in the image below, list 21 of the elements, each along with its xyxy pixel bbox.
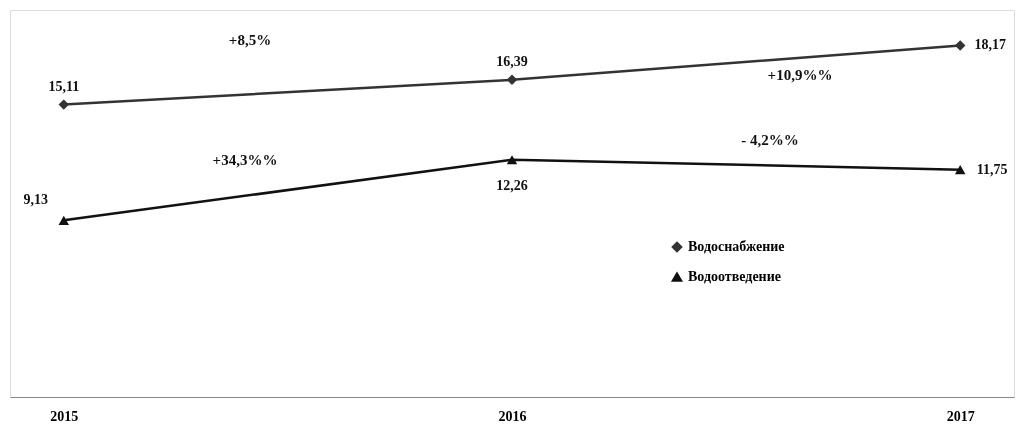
data-label: 9,13 <box>23 192 49 208</box>
data-label: 16,39 <box>496 53 528 69</box>
point <box>506 74 518 86</box>
x-tick-label: 2015 <box>50 408 79 424</box>
point <box>954 165 966 175</box>
legend-label: Водоснабжение <box>688 239 785 254</box>
annotation: +10,9%% <box>767 67 833 83</box>
point <box>58 215 70 225</box>
x-tick-label: 2016 <box>498 408 527 424</box>
point <box>954 40 966 51</box>
data-label: 15,11 <box>48 78 80 94</box>
annotation: +8,5% <box>228 32 272 48</box>
point <box>506 155 518 165</box>
data-label: 11,75 <box>976 161 1008 177</box>
x-tick-label: 2017 <box>946 408 975 424</box>
point <box>58 99 70 110</box>
legend-label: Водоотведение <box>688 269 781 284</box>
data-label: 18,17 <box>974 37 1006 53</box>
annotation: +34,3%% <box>212 152 278 168</box>
data-label: 12,26 <box>496 177 528 193</box>
annotation: - 4,2%% <box>741 132 799 148</box>
